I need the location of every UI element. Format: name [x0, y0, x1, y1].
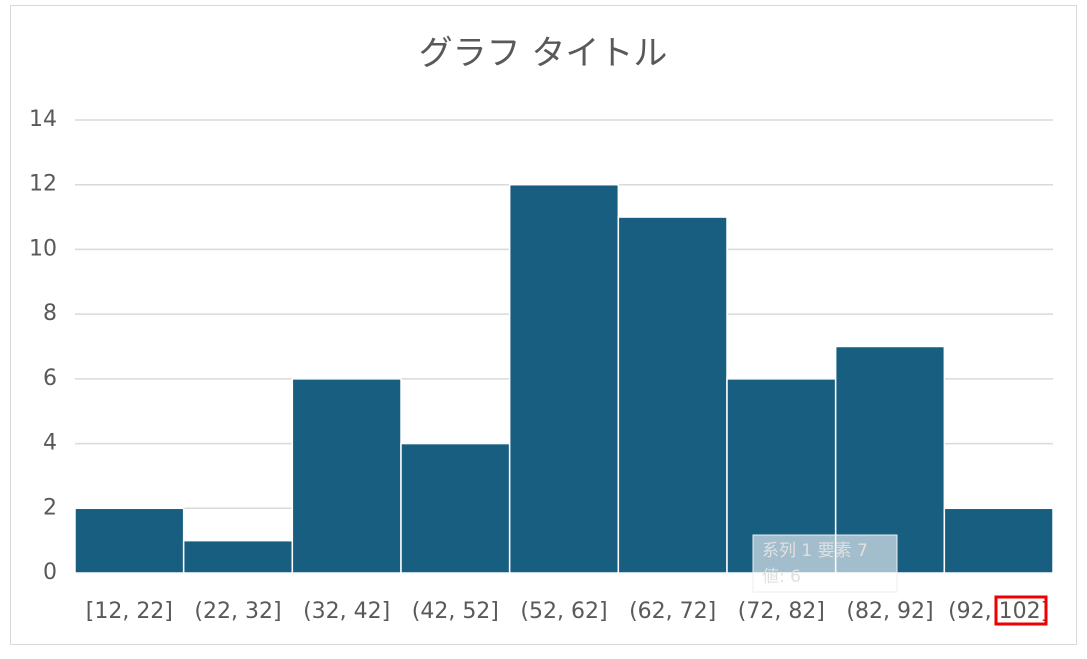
y-tick-label: 4 — [43, 431, 57, 456]
x-tick-label: (22, 32] — [194, 599, 281, 624]
bar — [943, 507, 1054, 574]
bar — [617, 216, 728, 574]
x-tick-label: (32, 42] — [303, 599, 390, 624]
bar — [182, 539, 294, 574]
tooltip-text: 値: 6 — [762, 567, 801, 587]
tooltip-text: 系列 1 要素 7 — [762, 541, 868, 561]
x-tick-label: (52, 62] — [520, 599, 607, 624]
y-tick-label: 10 — [29, 236, 57, 261]
x-tick-label: (42, 52] — [412, 599, 499, 624]
y-tick-label: 2 — [43, 495, 57, 520]
x-tick-label: (82, 92] — [846, 599, 933, 624]
highlight-box — [994, 595, 1048, 626]
y-tick-label: 8 — [43, 301, 57, 326]
bar — [400, 442, 511, 574]
x-tick-label: (62, 72] — [629, 599, 716, 624]
bar — [508, 183, 620, 574]
x-tick-label: (72, 82] — [738, 599, 825, 624]
y-tick-label: 6 — [43, 366, 57, 391]
x-tick-label: (92, 102] — [948, 599, 1049, 624]
y-tick-label: 14 — [29, 107, 57, 132]
y-tick-label: 12 — [29, 172, 57, 197]
x-tick-label: [12, 22] — [86, 599, 173, 624]
bar — [74, 507, 185, 574]
tooltip-box — [752, 534, 898, 593]
y-tick-label: 0 — [43, 560, 57, 585]
bar — [291, 378, 402, 574]
chart-title: グラフ タイトル — [419, 34, 668, 74]
